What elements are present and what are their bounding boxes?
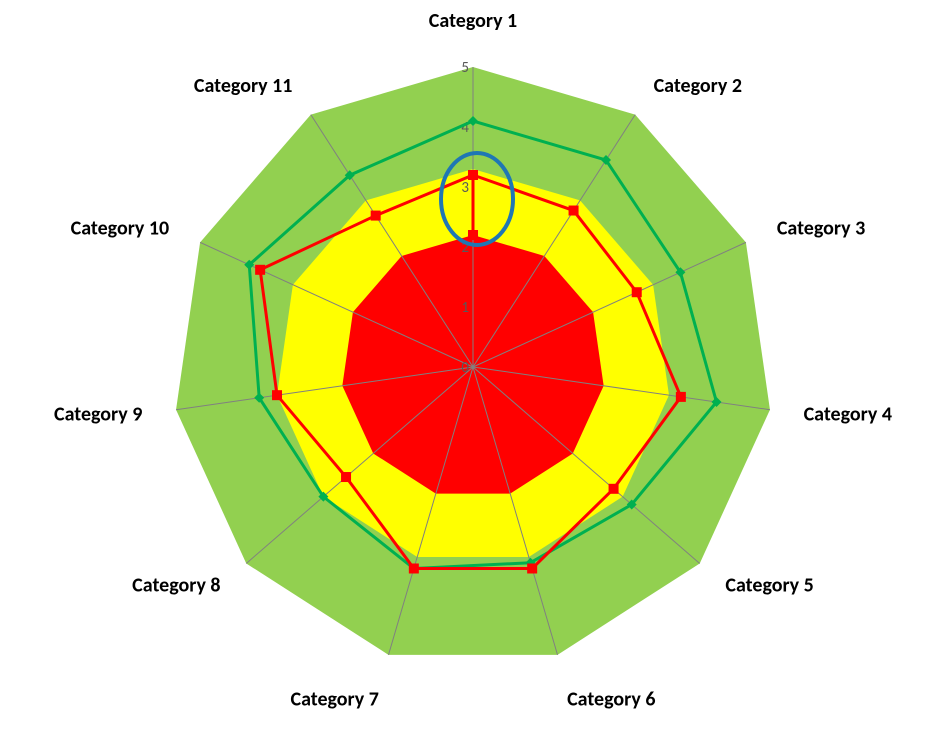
- radar-chart: 012345 Category 1Category 2Category 3Cat…: [0, 0, 946, 735]
- red-series-marker: [632, 287, 642, 297]
- category-label: Category 6: [567, 687, 655, 711]
- category-label: Category 4: [804, 403, 892, 427]
- category-label: Category 5: [725, 574, 813, 598]
- tick-label: 5: [461, 59, 469, 77]
- category-label: Category 7: [290, 687, 378, 711]
- category-label: Category 2: [654, 74, 742, 98]
- tick-label: 3: [461, 179, 469, 197]
- red-series-marker: [255, 265, 265, 275]
- red-series-marker: [371, 211, 381, 221]
- red-series-marker: [609, 484, 619, 494]
- red-series-marker: [272, 390, 282, 400]
- category-label: Category 8: [132, 574, 220, 598]
- red-series-marker: [676, 392, 686, 402]
- category-label: Category 1: [429, 9, 517, 33]
- category-label: Category 11: [194, 74, 293, 98]
- red-series-marker: [527, 563, 537, 573]
- tick-label: 0: [461, 359, 469, 377]
- red-series-marker: [409, 563, 419, 573]
- red-extra-marker: [468, 230, 478, 240]
- red-series-marker: [569, 206, 579, 216]
- category-label: Category 10: [71, 216, 170, 240]
- category-label: Category 3: [777, 216, 865, 240]
- red-series-marker: [341, 472, 351, 482]
- tick-label: 1: [461, 299, 469, 317]
- category-label: Category 9: [54, 403, 142, 427]
